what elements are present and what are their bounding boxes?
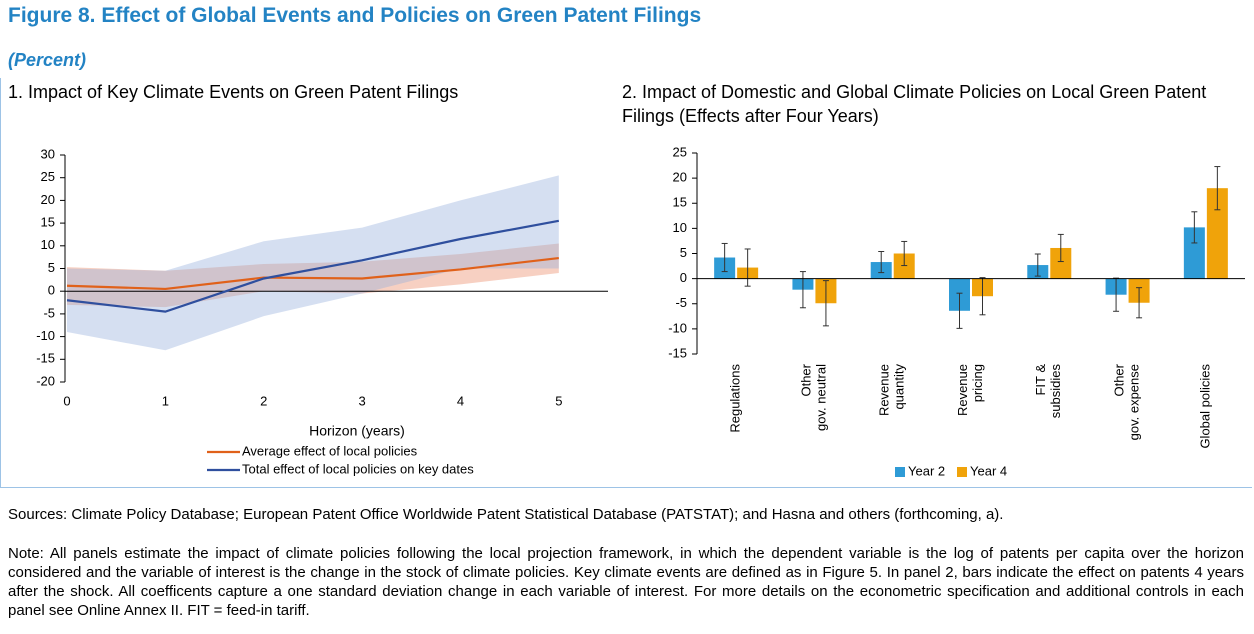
bar <box>1206 188 1228 279</box>
series-line <box>66 219 560 313</box>
error-bar <box>1191 211 1198 244</box>
y-tick-label: -5 <box>675 295 687 310</box>
bar <box>1183 227 1205 279</box>
x-tick-label: Other <box>1112 363 1127 396</box>
x-tick-label: 2 <box>260 393 267 408</box>
error-bar <box>1214 166 1221 211</box>
error-bar <box>822 280 829 327</box>
y-tick-label: -5 <box>43 305 55 320</box>
x-tick-label: FIT & <box>1033 364 1048 396</box>
y-tick-label: -20 <box>36 373 55 388</box>
x-tick-label: Revenue <box>955 364 970 416</box>
x-tick-label: 4 <box>457 393 464 408</box>
y-tick-label: 0 <box>680 270 687 285</box>
y-tick-label: 25 <box>673 144 687 159</box>
y-tick-label: 5 <box>48 260 55 275</box>
x-tick-label: gov. neutral <box>813 364 828 431</box>
legend-label: Year 2 <box>908 463 945 478</box>
x-tick-label: Regulations <box>728 364 743 433</box>
line-chart: -20 -15 -10 -5 0 5 10 15 20 25 30 0 1 2 3 4 5 Horizon (ye… <box>36 146 608 476</box>
x-tick-label: pricing <box>970 364 985 402</box>
y-tick-label: 20 <box>673 170 687 185</box>
legend-swatch <box>957 467 967 477</box>
y-tick-label: 10 <box>673 220 687 235</box>
y-tick-label: 20 <box>41 192 55 207</box>
legend-swatch <box>895 467 905 477</box>
legend-label: Total effect of local policies on key da… <box>242 461 474 476</box>
error-bar <box>878 250 885 274</box>
y-tick-label: 15 <box>41 215 55 230</box>
y-tick-label: -15 <box>36 351 55 366</box>
y-tick-label: 15 <box>673 195 687 210</box>
figure-subtitle: (Percent) <box>8 50 87 70</box>
x-tick-label: Revenue <box>877 364 892 416</box>
x-tick-label: 1 <box>162 393 169 408</box>
note: Note: All panels estimate the impact of … <box>8 545 1244 619</box>
panel-title: 1. Impact of Key Climate Events on Green… <box>8 82 459 102</box>
figure-title: Figure 8. Effect of Global Events and Po… <box>8 4 702 27</box>
x-tick-label: Global policies <box>1197 364 1212 449</box>
confidence-band <box>67 175 559 351</box>
y-tick-label: 25 <box>41 169 55 184</box>
error-bar <box>1034 253 1041 277</box>
series-line <box>66 256 559 291</box>
x-tick-label: 0 <box>63 393 70 408</box>
panel-title: 2. Impact of Domestic and Global Climate… <box>622 82 1207 126</box>
error-bar <box>1136 287 1143 319</box>
y-tick-label: 30 <box>41 146 55 161</box>
y-tick-label: -10 <box>668 320 687 335</box>
bar <box>1050 247 1072 279</box>
frame <box>0 78 1252 488</box>
x-tick-label: Other <box>798 363 813 396</box>
error-bar <box>721 242 728 273</box>
x-tick-label: 3 <box>358 393 365 408</box>
sources: Sources: Climate Policy Database; Europe… <box>8 506 1004 523</box>
error-bar <box>956 292 963 329</box>
y-tick-label: 0 <box>48 283 55 298</box>
x-tick-label: gov. expense <box>1127 364 1142 440</box>
bar <box>893 253 915 279</box>
legend-label: Year 4 <box>970 463 1007 478</box>
error-bar <box>744 248 751 287</box>
error-bar <box>799 271 806 309</box>
y-tick-label: -15 <box>668 345 687 360</box>
x-axis-label: Horizon (years) <box>309 423 405 439</box>
y-tick-label: -10 <box>36 328 55 343</box>
y-tick-label: 10 <box>41 237 55 252</box>
x-tick-label: subsidies <box>1048 364 1063 419</box>
y-tick-label: 5 <box>680 245 687 260</box>
error-bar <box>979 277 986 316</box>
legend-label: Average effect of local policies <box>242 443 418 458</box>
error-bar <box>1113 277 1120 312</box>
x-tick-label: 5 <box>555 393 562 408</box>
error-bar <box>1057 233 1064 263</box>
error-bar <box>901 240 908 267</box>
x-tick-label: quantity <box>892 364 907 410</box>
